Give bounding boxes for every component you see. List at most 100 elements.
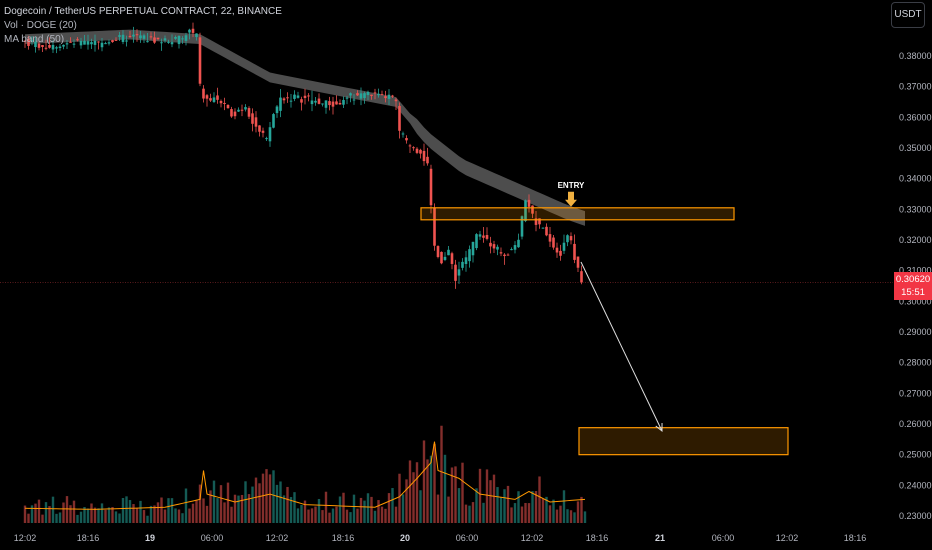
volume-bar: [79, 511, 83, 523]
projection-arrowhead-icon: [655, 422, 663, 433]
candle-body: [170, 42, 174, 45]
volume-bar: [30, 505, 34, 523]
volume-bar: [517, 491, 520, 523]
volume-bar: [370, 496, 373, 523]
volume-bar: [132, 504, 135, 523]
candle-body: [286, 97, 289, 99]
volume-bar: [76, 514, 79, 523]
y-tick-label: 0.24000: [899, 480, 932, 490]
volume-bar: [160, 497, 163, 523]
candle-body: [405, 138, 408, 141]
candle-body: [163, 38, 167, 41]
volume-bar: [342, 492, 345, 523]
candle-body: [48, 45, 51, 48]
candle-body: [153, 37, 156, 43]
candle-body: [209, 98, 212, 101]
candle-body: [478, 234, 482, 237]
candle-body: [412, 147, 415, 149]
volume-bar: [475, 488, 478, 523]
volume-bar: [100, 503, 104, 523]
volume-bar: [461, 462, 464, 523]
volume-bar: [363, 500, 366, 523]
candle-body: [335, 101, 338, 105]
candle-body: [244, 107, 247, 110]
volume-bar: [118, 513, 121, 523]
candle-body: [394, 99, 398, 102]
candle-body: [398, 105, 401, 131]
bar-countdown: 15:51: [901, 287, 925, 298]
candle-body: [107, 42, 111, 44]
candle-body: [125, 40, 128, 42]
volume-bar: [237, 495, 240, 523]
candle-body: [83, 40, 86, 45]
volume-bar: [146, 515, 149, 523]
last-price-value: 0.30620: [895, 274, 931, 285]
volume-bar: [293, 492, 296, 523]
volume-bar: [289, 497, 293, 523]
y-tick-label: 0.38000: [899, 51, 932, 61]
volume-bar: [349, 512, 352, 523]
volume-bar: [233, 494, 237, 523]
candle-body: [254, 117, 258, 127]
volume-bar: [408, 460, 412, 523]
candle-body: [111, 40, 114, 43]
candle-body: [195, 33, 198, 38]
volume-bar: [419, 490, 422, 523]
candle-body: [555, 247, 559, 253]
y-tick-label: 0.32000: [899, 235, 932, 245]
volume-bar: [559, 505, 562, 523]
candle-body: [457, 269, 461, 276]
x-tick-label: 18:16: [586, 533, 609, 543]
volume-bar: [191, 503, 195, 523]
candle-body: [296, 95, 300, 98]
volume-bar: [104, 509, 107, 523]
volume-bar: [62, 502, 65, 523]
candle-body: [118, 35, 121, 37]
candle-body: [223, 102, 226, 104]
candle-body: [275, 106, 279, 114]
volume-bar: [51, 496, 55, 523]
volume-bar: [545, 496, 548, 523]
volume-bar: [209, 490, 212, 523]
y-tick-label: 0.36000: [899, 112, 932, 122]
volume-bar: [300, 504, 303, 523]
x-tick-label: 18:16: [77, 533, 100, 543]
candle-body: [198, 37, 202, 84]
y-tick-label: 0.25000: [899, 450, 932, 460]
volume-bar: [429, 455, 433, 523]
candle-body: [566, 235, 569, 243]
x-tick-label: 12:02: [266, 533, 289, 543]
volume-bar: [503, 489, 506, 523]
candle-body: [440, 251, 443, 264]
candle-body: [177, 35, 181, 45]
candle-body: [93, 40, 97, 45]
candle-body: [338, 102, 342, 105]
volume-bar: [338, 496, 342, 523]
candle-body: [303, 95, 307, 99]
candle-body: [191, 28, 195, 33]
candle-body: [569, 236, 573, 241]
volume-bar: [195, 500, 198, 523]
candle-body: [27, 38, 30, 46]
volume-bar: [576, 501, 580, 523]
candle-body: [23, 40, 27, 42]
candle-body: [408, 145, 412, 147]
candle-body: [485, 234, 489, 239]
candle-body: [90, 42, 93, 45]
volume-bar: [188, 508, 191, 523]
volume-bar: [422, 440, 426, 523]
volume-bar: [454, 466, 457, 523]
volume-bar: [223, 502, 226, 523]
volume-bar: [492, 474, 496, 523]
volume-bar: [415, 462, 419, 523]
volume-bar: [142, 510, 146, 523]
currency-button[interactable]: USDT: [891, 2, 925, 28]
volume-bar: [163, 509, 167, 523]
volume-bar: [440, 425, 443, 523]
candle-body: [69, 41, 72, 43]
candle-body: [433, 208, 436, 246]
volume-bar: [34, 503, 37, 523]
volume-bar: [384, 508, 387, 523]
candle-body: [384, 96, 387, 99]
